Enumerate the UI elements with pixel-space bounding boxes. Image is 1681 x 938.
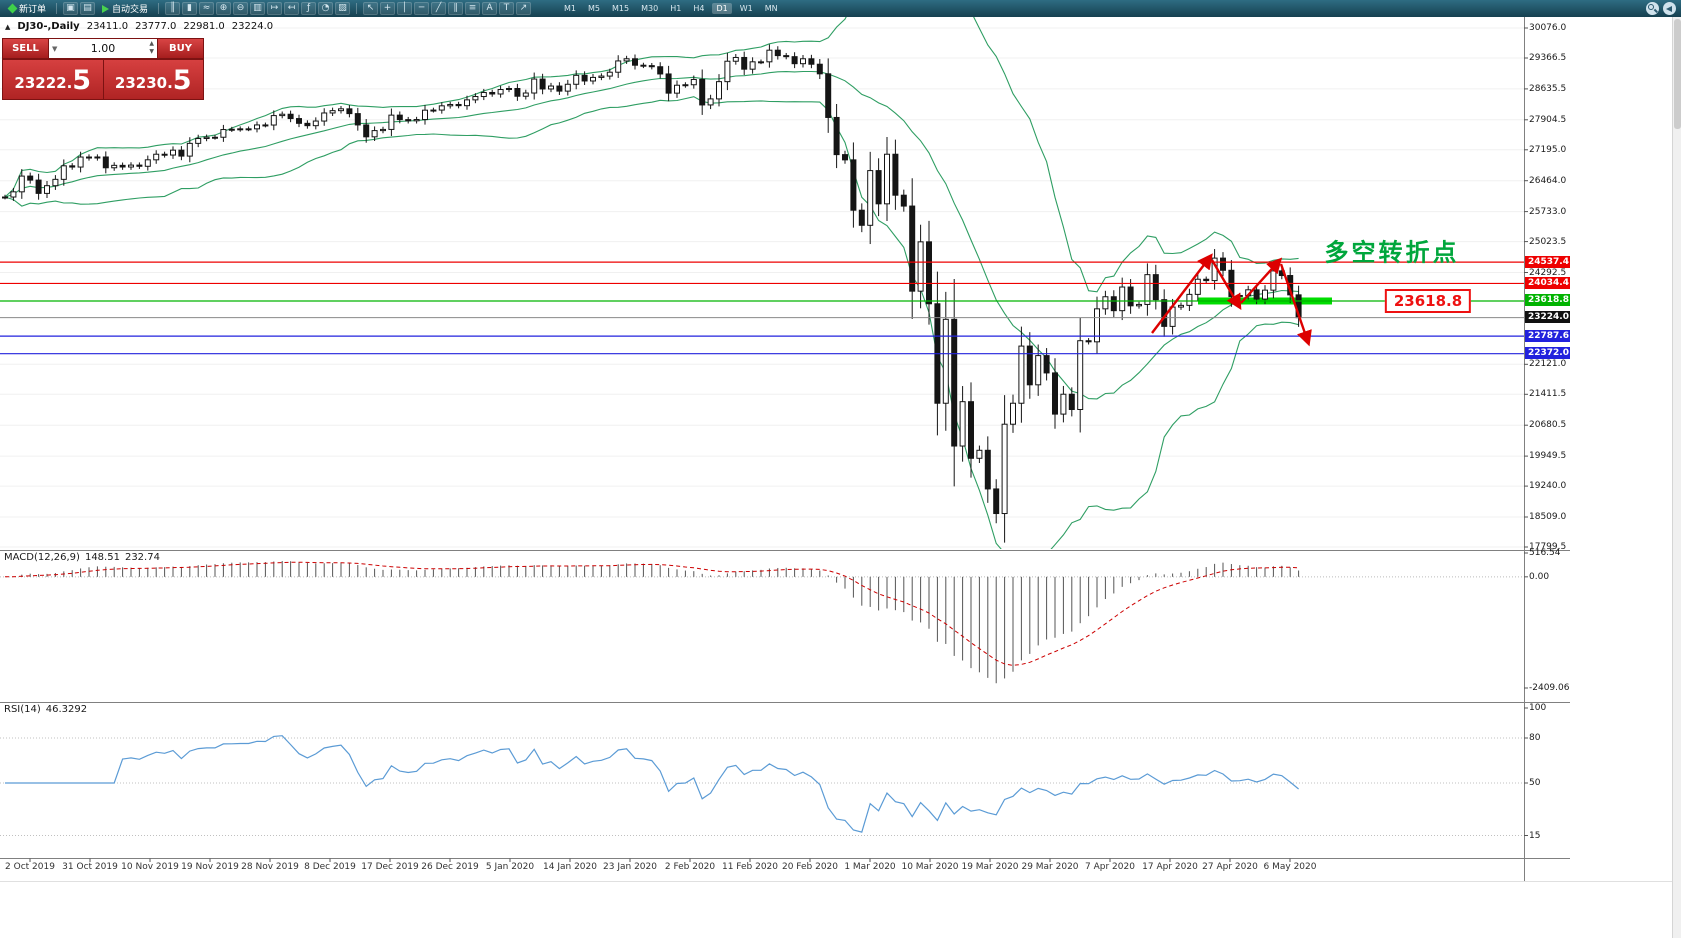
main-price-pane [0, 17, 1524, 549]
new-order-label: 新订单 [19, 4, 47, 14]
rsi-pane [0, 735, 1524, 836]
horizontal-line-icon[interactable]: ─ [414, 2, 430, 15]
search-icon[interactable] [1646, 2, 1659, 15]
vertical-line-icon[interactable]: │ [397, 2, 413, 15]
trendline-icon[interactable]: ╱ [431, 2, 447, 15]
turning-point-annotation[interactable]: 多空转折点 [1324, 239, 1460, 267]
timeframe-m15[interactable]: M15 [612, 4, 630, 13]
chart-shift-icon[interactable]: ↤ [284, 2, 300, 15]
buy-button-label: BUY [169, 43, 192, 54]
timeframe-mn[interactable]: MN [764, 4, 778, 13]
rsi-indicator-header: RSI(14) 46.3292 [4, 704, 92, 715]
timeframe-m1[interactable]: M1 [564, 4, 577, 13]
volume-value: 1.00 [90, 42, 116, 55]
fibonacci-icon[interactable]: ≡ [465, 2, 481, 15]
volume-input[interactable]: ▼ 1.00 ▲ ▼ [49, 38, 157, 59]
label-icon[interactable]: T [499, 2, 515, 15]
indicators-icon[interactable]: ƒ [301, 2, 317, 15]
timeframe-h1[interactable]: H1 [670, 4, 682, 13]
timeframe-m30[interactable]: M30 [641, 4, 659, 13]
volume-dropdown-icon[interactable]: ▼ [52, 45, 58, 53]
toolbar-separator [356, 3, 358, 14]
sell-button[interactable]: SELL [2, 38, 49, 59]
zoom-out-icon[interactable]: ⊖ [233, 2, 249, 15]
open-value: 23411.0 [86, 21, 129, 32]
price-callout-box[interactable]: 23618.8 [1384, 289, 1472, 313]
periods-icon[interactable]: ◔ [318, 2, 334, 15]
timeframe-h4[interactable]: H4 [693, 4, 705, 13]
auto-scroll-icon[interactable]: ↦ [267, 2, 283, 15]
high-value: 23777.0 [135, 21, 177, 32]
scrollbar-thumb[interactable] [1674, 19, 1681, 129]
one-click-trading-panel: SELL ▼ 1.00 ▲ ▼ BUY 23222. 5 23230. 5 [2, 38, 204, 100]
low-value: 22981.0 [183, 21, 225, 32]
candlestick-chart-icon[interactable]: ▮ [182, 2, 198, 15]
text-icon[interactable]: A [482, 2, 498, 15]
chart-icons-group: ║ ▮ ≈ ⊕ ⊖ ▥ ↦ ↤ ƒ ◔ ▨ [165, 2, 351, 15]
symbol-period-label: DJ30-,Daily [17, 21, 80, 32]
toolbar-separator [158, 3, 160, 14]
new-order-button[interactable]: 新订单 [5, 1, 50, 16]
arrows-icon[interactable]: ↗ [516, 2, 532, 15]
auto-trading-button[interactable]: 自动交易 [98, 1, 152, 16]
chart-ohlc-header: ▲ DJ30-,Daily 23411.0 23777.0 22981.0 23… [5, 21, 273, 32]
zoom-in-icon[interactable]: ⊕ [216, 2, 232, 15]
cursor-icon[interactable]: ↖ [363, 2, 379, 15]
macd-pane [0, 561, 1524, 684]
channel-icon[interactable]: ∥ [448, 2, 464, 15]
drawing-tools-group: ↖ + │ ─ ╱ ∥ ≡ A T ↗ [363, 2, 532, 15]
crosshair-icon[interactable]: + [380, 2, 396, 15]
sell-price: 23222. [14, 74, 73, 92]
chart-window-icon[interactable]: ▣ [63, 2, 79, 15]
timeframe-buttons: M1 M5 M15 M30 H1 H4 D1 W1 MN [560, 3, 782, 14]
new-order-icon [7, 3, 18, 14]
buy-price-big-digit: 5 [172, 65, 192, 96]
horn-shape [1666, 6, 1672, 12]
buy-price: 23230. [114, 74, 173, 92]
macd-signal-value: 232.74 [124, 552, 160, 563]
toolbar-separator [56, 3, 58, 14]
notifications-icon[interactable] [1663, 2, 1676, 15]
line-chart-icon[interactable]: ≈ [199, 2, 215, 15]
macd-indicator-header: MACD(12,26,9) 148.51 232.74 [4, 552, 165, 563]
timeframe-m5[interactable]: M5 [588, 4, 601, 13]
search-handle [1654, 8, 1658, 13]
auto-trading-icon [102, 4, 110, 13]
tile-windows-icon[interactable]: ▥ [250, 2, 266, 15]
toolbar-right-group [1646, 2, 1676, 15]
vertical-scrollbar[interactable] [1672, 17, 1681, 938]
rsi-label: RSI(14) [4, 704, 41, 715]
sell-button-label: SELL [12, 43, 39, 54]
window-icons-group: ▣ ▤ [63, 2, 96, 15]
buy-price-box[interactable]: 23230. 5 [102, 59, 204, 100]
profiles-icon[interactable]: ▤ [80, 2, 96, 15]
panel-collapse-icon[interactable]: ▲ [5, 22, 11, 31]
main-toolbar: 新订单 ▣ ▤ 自动交易 ║ ▮ ≈ ⊕ ⊖ ▥ ↦ ↤ ƒ ◔ ▨ ↖ + │ ─ ╱ ∥ ≡ A T ↗ M1 M5 M… [0, 0, 1681, 17]
macd-value: 148.51 [84, 552, 120, 563]
auto-trading-label: 自动交易 [112, 4, 149, 14]
buy-button[interactable]: BUY [157, 38, 204, 59]
timeframe-d1[interactable]: D1 [712, 3, 732, 14]
macd-label: MACD(12,26,9) [4, 552, 80, 563]
sell-price-box[interactable]: 23222. 5 [2, 59, 103, 100]
templates-icon[interactable]: ▨ [335, 2, 351, 15]
sell-price-big-digit: 5 [72, 65, 92, 96]
search-lens [1648, 4, 1654, 10]
bar-chart-icon[interactable]: ║ [165, 2, 181, 15]
volume-stepper[interactable]: ▲ ▼ [149, 40, 154, 55]
timeframe-w1[interactable]: W1 [739, 4, 753, 13]
close-value: 23224.0 [231, 21, 274, 32]
rsi-value: 46.3292 [45, 704, 88, 715]
